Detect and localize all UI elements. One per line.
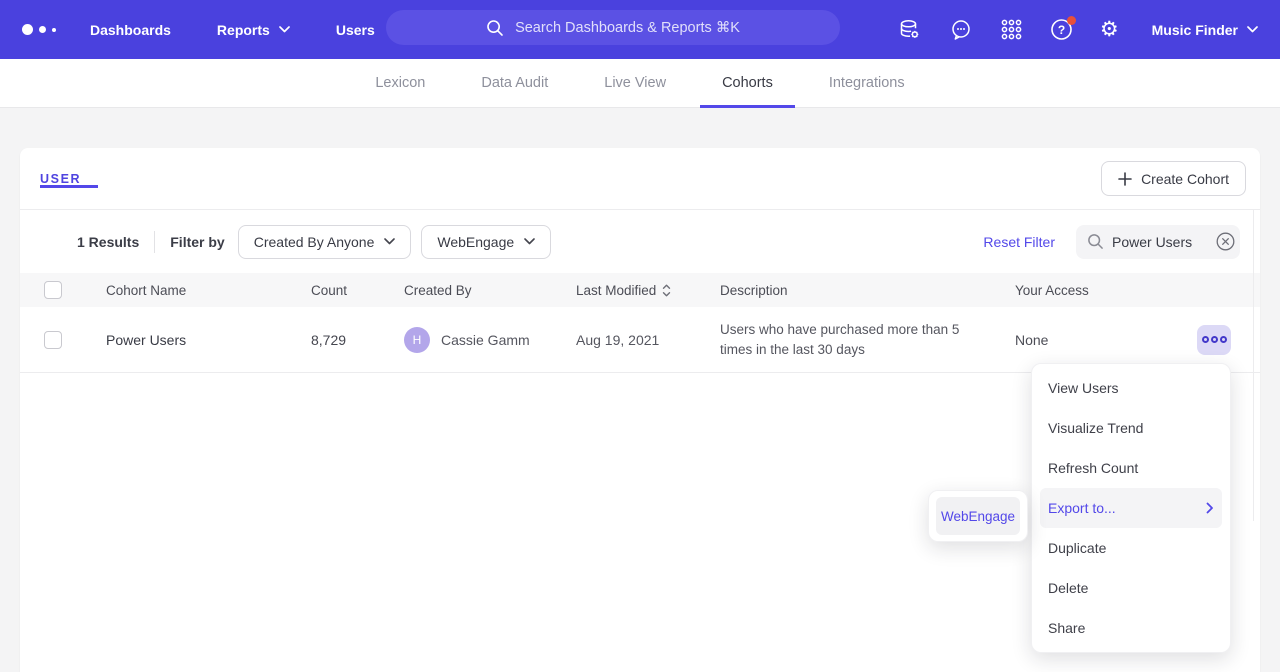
tab-user-cohorts[interactable]: USER: [40, 172, 98, 188]
col-header-description: Description: [720, 282, 788, 298]
table-header-row: Cohort Name Count Created By Last Modifi…: [20, 273, 1260, 307]
access-value: None: [1015, 331, 1049, 348]
filter-toolbar: 1 Results Filter by Created By Anyone We…: [20, 210, 1260, 273]
source-filter-dropdown[interactable]: WebEngage: [421, 224, 552, 259]
plus-icon: [1118, 171, 1132, 186]
create-cohort-button[interactable]: Create Cohort: [1101, 161, 1246, 196]
menu-item-export-to[interactable]: Export to...: [1040, 488, 1222, 528]
export-submenu: WebEngage: [928, 490, 1028, 542]
notification-dot: [1066, 16, 1076, 25]
nav-item-label: Users: [335, 21, 375, 38]
global-search-bar[interactable]: Search Dashboards & Reports ⌘K: [386, 10, 840, 45]
menu-item-label: Export to...: [1048, 500, 1116, 516]
top-nav: Dashboards Reports Users Search Dashboar…: [0, 0, 1280, 59]
menu-item-delete[interactable]: Delete: [1048, 580, 1089, 596]
nav-item-label: Dashboards: [90, 21, 171, 38]
panel-header: USER Create Cohort: [20, 148, 1260, 210]
chevron-down-icon: [1247, 26, 1258, 33]
settings-gear-icon[interactable]: ⚙: [1099, 17, 1119, 41]
col-header-last-modified[interactable]: Last Modified: [576, 283, 720, 298]
last-modified-date: Aug 19, 2021: [576, 331, 660, 348]
menu-item-share[interactable]: Share: [1048, 620, 1086, 636]
reset-filter-link[interactable]: Reset Filter: [983, 233, 1055, 250]
help-icon[interactable]: ?: [1050, 16, 1076, 41]
tab-label: USER: [40, 172, 82, 186]
table-row[interactable]: Power Users 8,729 H Cassie Gamm Aug 19, …: [20, 307, 1260, 373]
tab-data-audit[interactable]: Data Audit: [459, 59, 570, 107]
topnav-actions: ? ⚙ Music Finder: [898, 16, 1258, 42]
create-cohort-label: Create Cohort: [1141, 170, 1229, 187]
select-all-checkbox[interactable]: [44, 281, 62, 299]
chevron-down-icon: [524, 238, 535, 245]
nav-item-reports[interactable]: Reports: [217, 22, 290, 38]
row-more-options-button[interactable]: [1197, 324, 1231, 355]
active-tab-underline: [40, 185, 98, 188]
sort-icon: [662, 284, 671, 297]
pinned-column-divider: [1253, 210, 1254, 521]
nav-item-label: Reports: [216, 21, 270, 38]
menu-item-visualize-trend[interactable]: Visualize Trend: [1048, 420, 1144, 436]
menu-item-duplicate[interactable]: Duplicate: [1048, 540, 1107, 556]
col-header-count: Count: [311, 282, 348, 298]
source-filter-value: WebEngage: [437, 233, 515, 250]
tab-label: Cohorts: [722, 75, 773, 91]
tab-label: Integrations: [828, 75, 905, 91]
menu-item-refresh-count[interactable]: Refresh Count: [1048, 460, 1139, 476]
brand-logo-dots-icon[interactable]: [22, 24, 56, 35]
apps-grid-icon[interactable]: [1000, 18, 1023, 41]
data-management-icon[interactable]: [898, 18, 922, 42]
tab-integrations[interactable]: Integrations: [807, 59, 927, 107]
col-header-your-access: Your Access: [1015, 282, 1089, 298]
cohort-search-input[interactable]: [1112, 233, 1208, 250]
project-selector[interactable]: Music Finder: [1152, 22, 1258, 38]
menu-item-view-users[interactable]: View Users: [1048, 380, 1119, 396]
cohort-description: Users who have purchased more than 5 tim…: [720, 321, 960, 357]
filter-by-label: Filter by: [170, 233, 225, 250]
created-by-cell: H Cassie Gamm: [404, 326, 576, 353]
tab-lexicon[interactable]: Lexicon: [353, 59, 447, 107]
cohort-count: 8,729: [311, 331, 347, 348]
tab-cohorts[interactable]: Cohorts: [700, 59, 795, 108]
divider: [154, 230, 156, 253]
project-name: Music Finder: [1151, 21, 1238, 38]
cohort-search-box[interactable]: [1076, 224, 1240, 259]
created-by-filter-value: Created By Anyone: [253, 233, 375, 250]
messages-icon[interactable]: [949, 18, 973, 42]
secondary-nav: Lexicon Data Audit Live View Cohorts Int…: [0, 59, 1280, 108]
clear-search-icon[interactable]: [1216, 232, 1235, 251]
nav-item-dashboards[interactable]: Dashboards: [90, 22, 171, 38]
cohort-name[interactable]: Power Users: [106, 331, 187, 348]
chevron-down-icon: [278, 26, 290, 33]
created-by-filter-dropdown[interactable]: Created By Anyone: [237, 224, 412, 259]
tab-label: Data Audit: [481, 75, 549, 91]
svg-text:?: ?: [1058, 23, 1065, 37]
more-options-icon: [1201, 336, 1209, 343]
col-header-label: Last Modified: [576, 282, 657, 298]
tab-label: Lexicon: [375, 75, 426, 91]
global-search-placeholder: Search Dashboards & Reports ⌘K: [515, 19, 740, 36]
tab-label: Live View: [604, 75, 667, 91]
search-icon: [1087, 233, 1104, 250]
avatar: H: [404, 326, 430, 353]
submenu-item-webengage[interactable]: WebEngage: [936, 497, 1020, 535]
col-header-created-by: Created By: [404, 282, 472, 298]
row-actions-menu: View Users Visualize Trend Refresh Count…: [1031, 363, 1231, 653]
tab-live-view[interactable]: Live View: [582, 59, 688, 107]
search-icon: [486, 19, 504, 37]
col-header-cohort-name: Cohort Name: [106, 282, 187, 298]
chevron-down-icon: [384, 238, 396, 245]
creator-name: Cassie Gamm: [441, 331, 530, 348]
nav-item-users[interactable]: Users: [336, 22, 375, 38]
row-checkbox[interactable]: [44, 330, 62, 349]
chevron-right-icon: [1206, 502, 1214, 514]
results-count: 1 Results: [77, 233, 140, 250]
